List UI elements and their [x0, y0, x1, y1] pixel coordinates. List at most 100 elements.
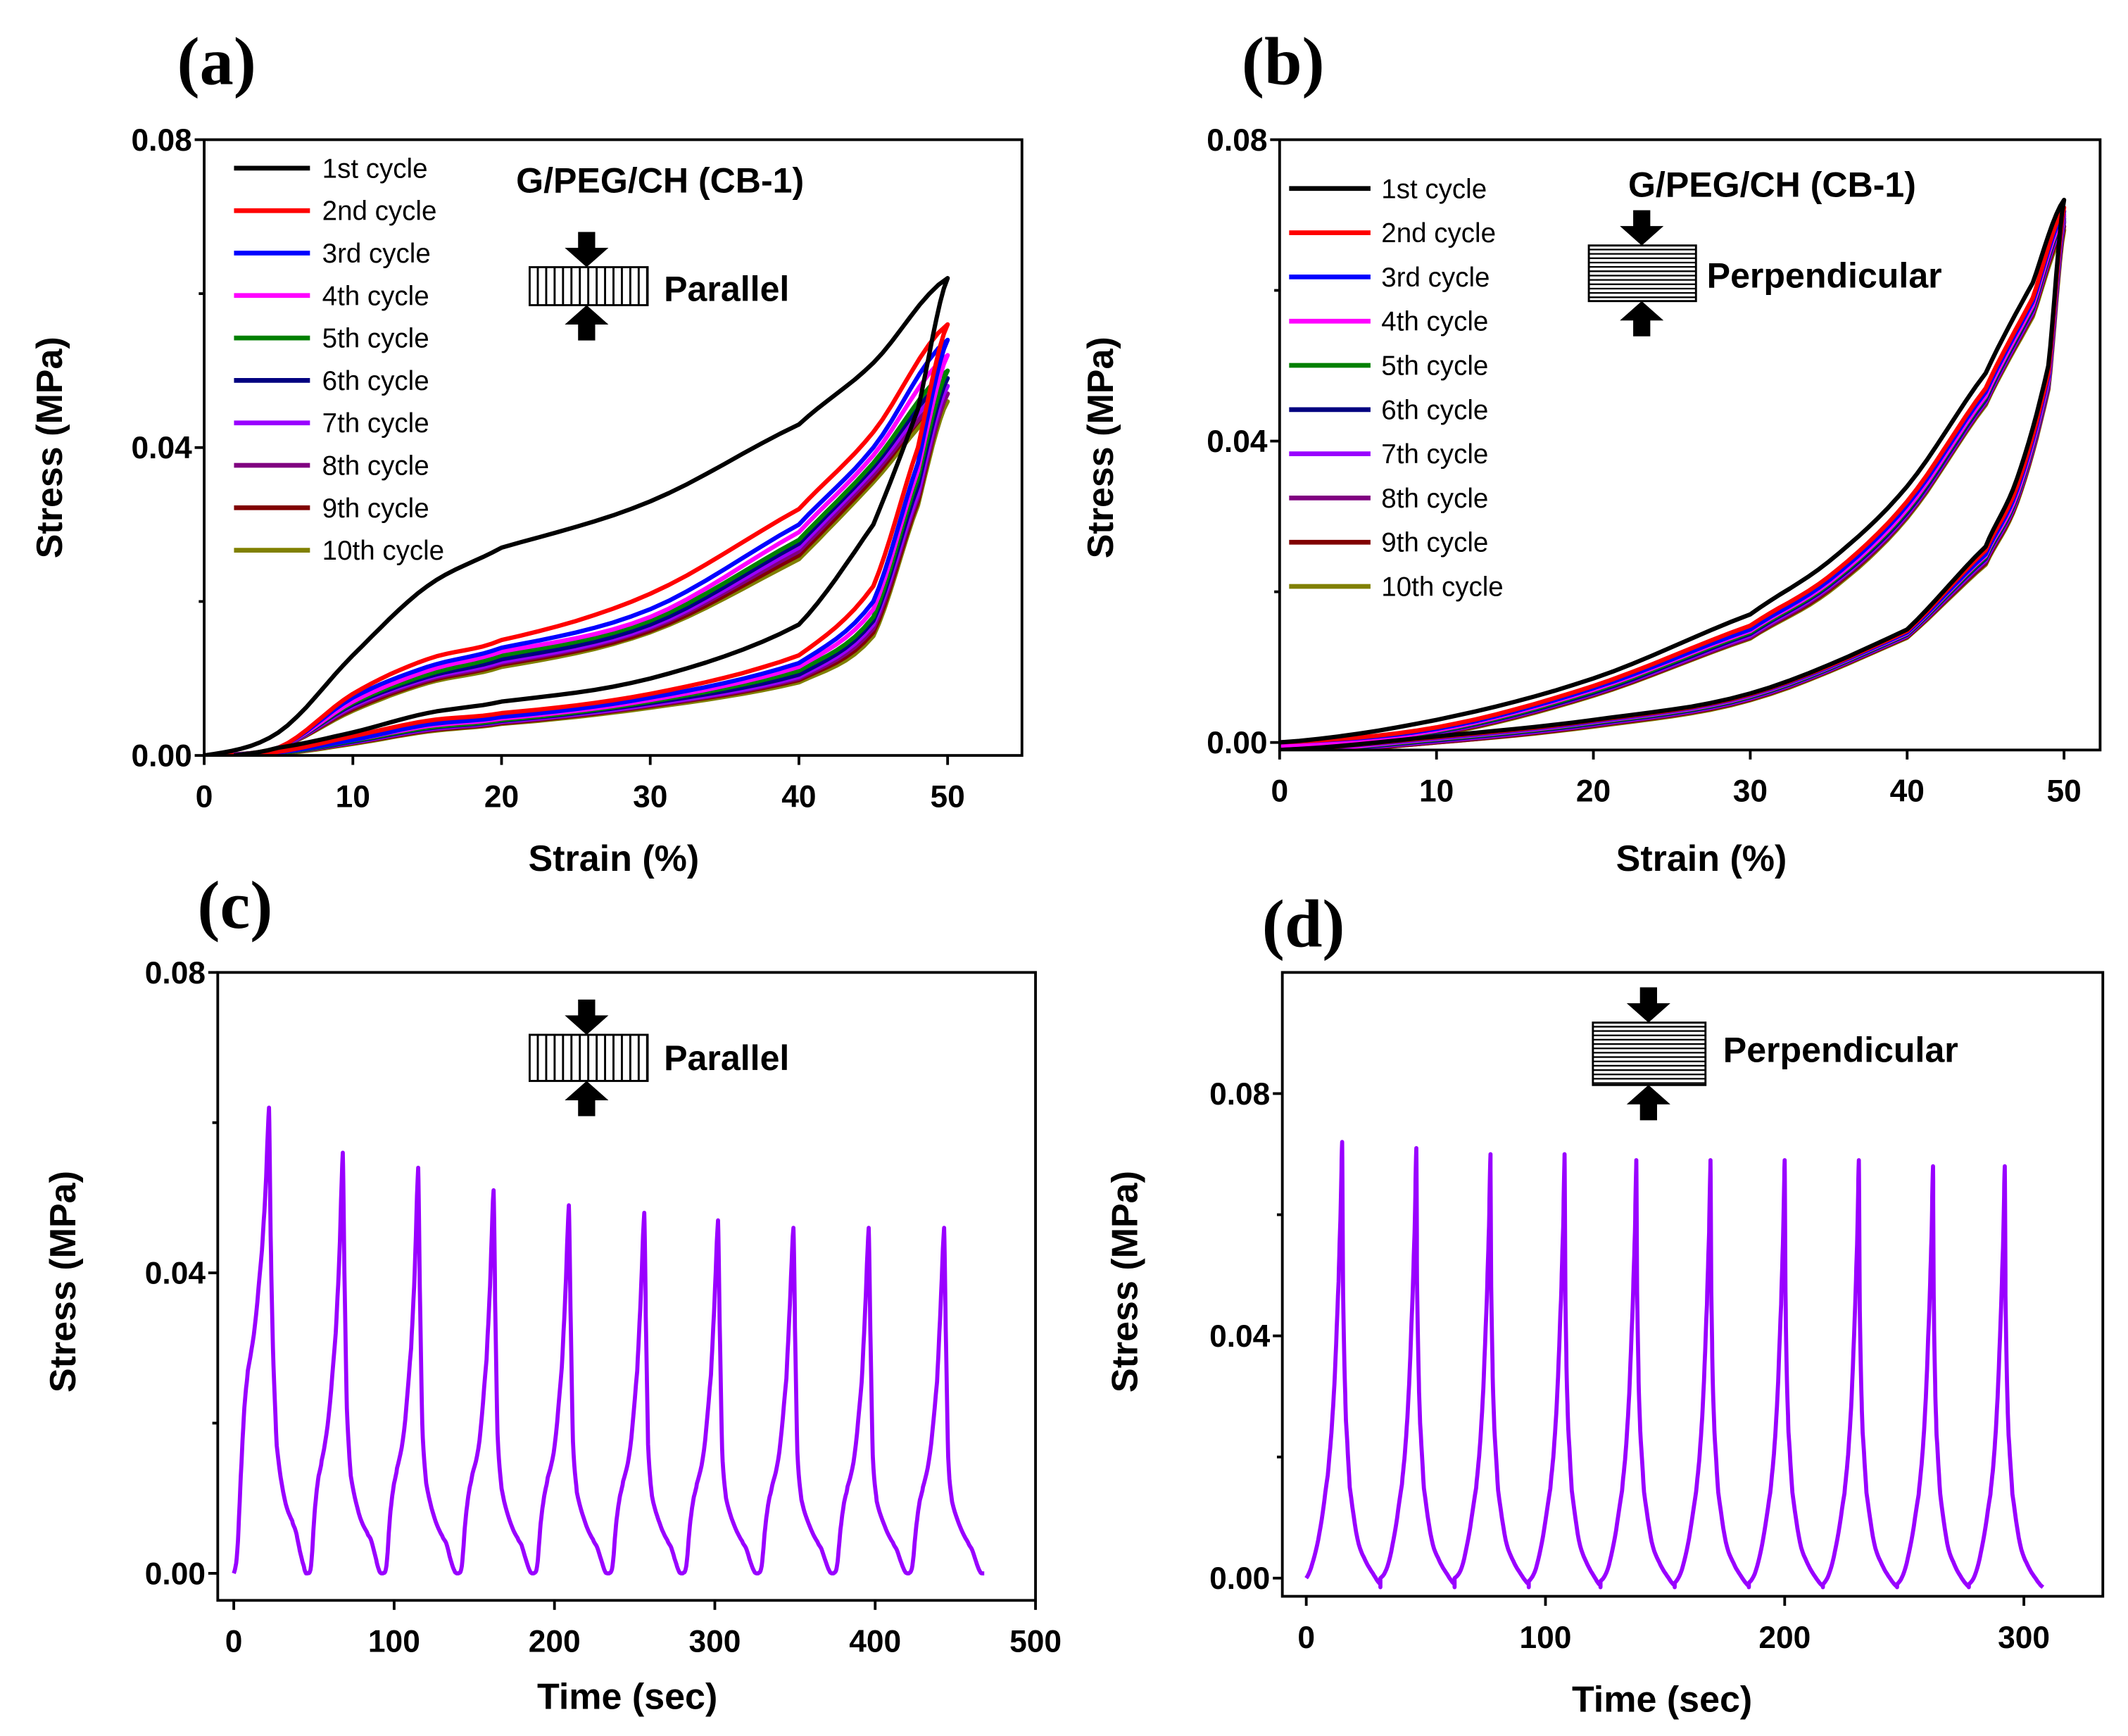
series-group	[204, 276, 950, 756]
y-tick-label: 0.04	[1209, 1319, 1271, 1354]
legend-label: 1st cycle	[322, 153, 428, 184]
panel-label-a: (a)	[177, 23, 256, 99]
x-tick-label: 100	[368, 1625, 420, 1659]
legend-label: 5th cycle	[322, 324, 429, 354]
y-tick-label: 0.08	[145, 956, 206, 990]
legend-label: 8th cycle	[1381, 484, 1488, 514]
legend-label: 10th cycle	[322, 536, 444, 566]
x-tick-label: 400	[849, 1625, 901, 1659]
inset-label: Parallel	[664, 270, 789, 309]
x-tick-label: 50	[2046, 774, 2081, 809]
legend: 1st cycle 2nd cycle 3rd cycle 4th cycle 5th …	[234, 153, 444, 566]
y-tick-label: 0.08	[1207, 123, 1267, 158]
x-axis-label: Strain (%)	[529, 838, 700, 879]
legend-label: 7th cycle	[1381, 439, 1488, 470]
plot-title: G/PEG/CH (CB-1)	[516, 161, 804, 201]
x-tick-label: 20	[1576, 774, 1611, 809]
y-tick-label: 0.00	[132, 739, 192, 774]
legend-label: 3rd cycle	[1381, 263, 1490, 293]
series-line-1st-cycle	[1279, 197, 2067, 750]
x-tick-label: 50	[931, 779, 965, 814]
plot-panel-c: 0 100 200 300 400 500 0.00 0.04 0.08 Time (sec) St…	[43, 956, 1062, 1718]
plot-panel-b: 0 10 20 30 40 50 0.00 0.04 0.08 Strain (%) Stress …	[1081, 123, 2102, 879]
inset-label: Parallel	[664, 1038, 789, 1078]
legend-label: 9th cycle	[322, 493, 429, 524]
legend-label: 6th cycle	[322, 366, 429, 396]
x-tick-label: 10	[336, 779, 370, 814]
legend-label: 2nd cycle	[322, 196, 437, 227]
stress-time-line	[1304, 1140, 2045, 1590]
panel-label-c: (c)	[197, 867, 272, 943]
panel-label-b: (b)	[1242, 23, 1325, 99]
stress-time-line	[232, 1105, 985, 1575]
series-line-2nd-cycle	[204, 322, 950, 756]
legend-label: 9th cycle	[1381, 528, 1488, 558]
x-tick-label: 30	[1733, 774, 1768, 809]
x-tick-label: 10	[1419, 774, 1454, 809]
legend-label: 5th cycle	[1381, 351, 1488, 382]
plot-frame	[216, 971, 1037, 1602]
legend-label: 1st cycle	[1381, 174, 1487, 204]
y-tick-label: 0.00	[145, 1556, 206, 1591]
compression-arrow-up-icon	[1620, 301, 1664, 336]
legend-label: 6th cycle	[1381, 395, 1488, 425]
compression-arrow-down-icon	[1626, 987, 1670, 1023]
x-tick-label: 300	[689, 1625, 741, 1659]
plot-panel-a: 0 10 20 30 40 50 0.00 0.04 0.08 Strain (%) Stress …	[30, 123, 1024, 879]
y-tick-label: 0.08	[1209, 1077, 1270, 1112]
panel-label-d: (d)	[1262, 886, 1345, 962]
legend-label: 4th cycle	[1381, 307, 1488, 337]
x-tick-label: 0	[196, 779, 213, 814]
y-tick-label: 0.04	[132, 431, 193, 465]
legend-label: 4th cycle	[322, 281, 429, 311]
y-tick-label: 0.08	[132, 123, 192, 158]
series-line-3rd-cycle	[204, 337, 950, 756]
series-group	[232, 1105, 985, 1575]
y-tick-label: 0.04	[145, 1257, 206, 1291]
legend-label: 7th cycle	[322, 408, 429, 439]
y-axis-label: Stress (MPa)	[43, 1171, 84, 1392]
y-tick-label: 0.00	[1207, 726, 1267, 760]
plot-frame	[1280, 971, 2105, 1598]
compression-arrow-up-icon	[565, 1081, 609, 1117]
inset-label: Perpendicular	[1707, 256, 1942, 295]
x-tick-label: 500	[1009, 1625, 1062, 1659]
y-tick-label: 0.04	[1207, 424, 1268, 459]
series-line-1st-cycle	[204, 276, 950, 756]
x-axis-label: Strain (%)	[1616, 838, 1787, 879]
series-line-7th-cycle	[204, 384, 950, 756]
series-line-9th-cycle	[204, 391, 950, 756]
x-axis-label: Time (sec)	[1572, 1679, 1752, 1720]
x-tick-label: 200	[529, 1625, 581, 1659]
y-axis-label: Stress (MPa)	[30, 336, 70, 558]
x-tick-label: 0	[1271, 774, 1289, 809]
legend-label: 2nd cycle	[1381, 218, 1496, 249]
x-tick-label: 300	[1998, 1621, 2050, 1655]
x-tick-label: 200	[1758, 1621, 1811, 1655]
x-tick-label: 40	[781, 779, 816, 814]
plot-title: G/PEG/CH (CB-1)	[1628, 165, 1916, 204]
compression-arrow-up-icon	[1626, 1085, 1670, 1121]
y-axis-label: Stress (MPa)	[1105, 1171, 1146, 1392]
x-tick-label: 0	[225, 1625, 243, 1659]
x-tick-label: 20	[484, 779, 519, 814]
y-axis-label: Stress (MPa)	[1081, 336, 1121, 558]
perpendicular-layers-icon	[1587, 244, 1697, 303]
x-tick-label: 40	[1890, 774, 1925, 809]
x-tick-label: 0	[1297, 1621, 1315, 1655]
compression-arrow-down-icon	[1620, 210, 1664, 246]
compression-arrow-up-icon	[565, 305, 609, 341]
legend-label: 3rd cycle	[322, 239, 431, 269]
legend-label: 8th cycle	[322, 451, 429, 481]
perpendicular-layers-icon	[1592, 1021, 1707, 1086]
series-group	[1279, 197, 2067, 750]
x-axis-label: Time (sec)	[537, 1676, 717, 1717]
x-tick-label: 30	[633, 779, 667, 814]
compression-arrow-down-icon	[565, 232, 609, 268]
compression-arrow-down-icon	[565, 999, 609, 1035]
series-group	[1304, 1140, 2045, 1590]
plot-frame	[1278, 138, 2102, 752]
inset-label: Perpendicular	[1723, 1030, 1958, 1069]
legend: 1st cycle 2nd cycle 3rd cycle 4th cycle 5th …	[1289, 174, 1504, 603]
